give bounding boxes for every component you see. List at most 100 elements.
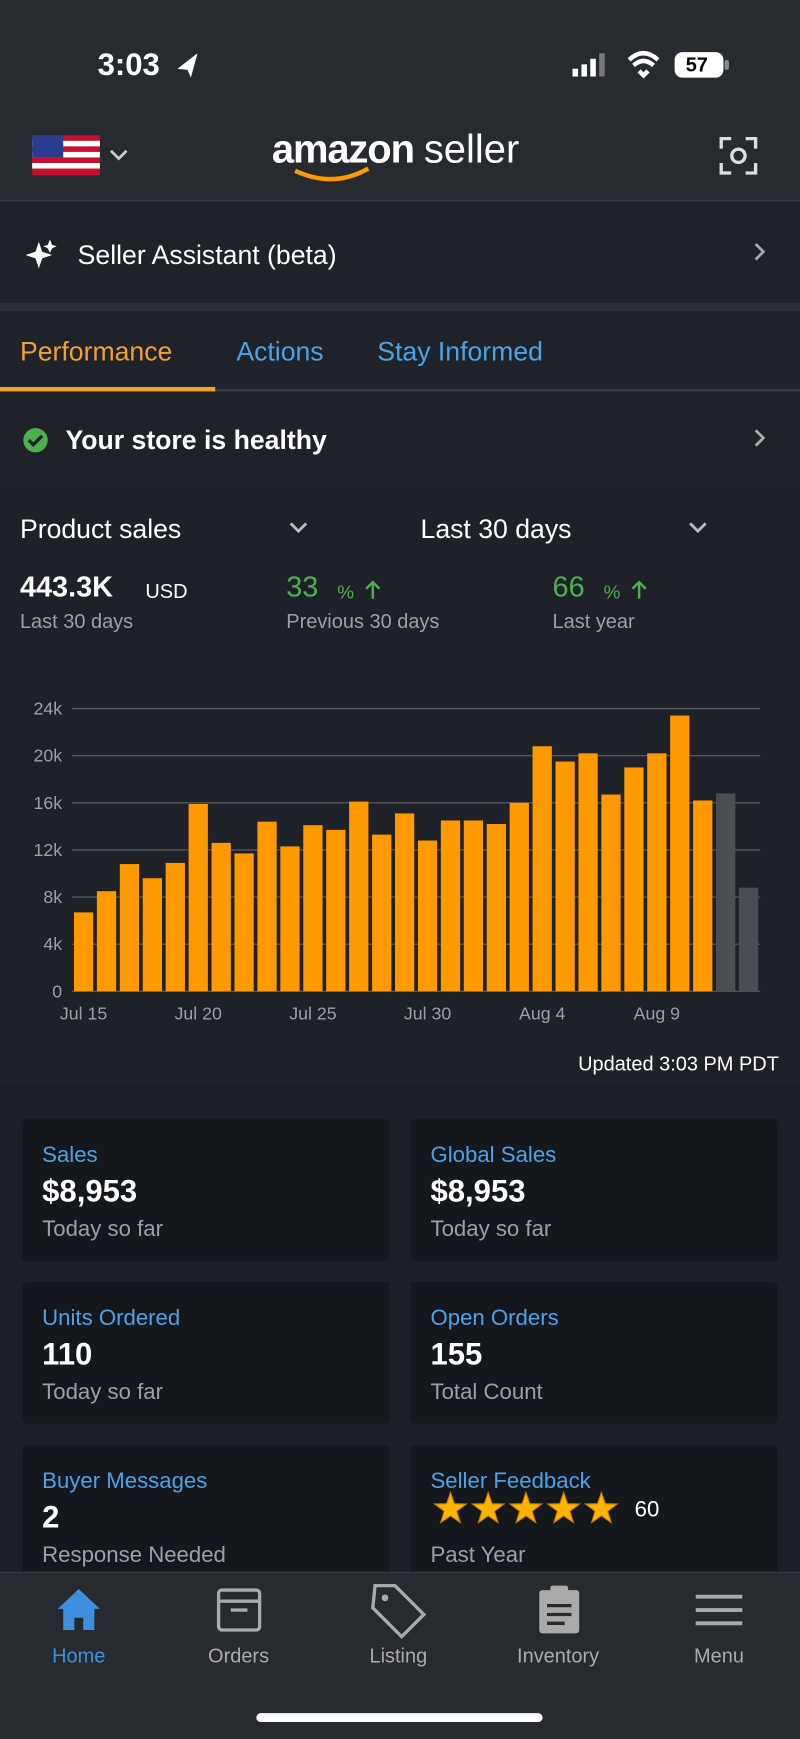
divider (0, 302, 800, 312)
y-tick-label: 20k (34, 746, 63, 766)
nav-label[interactable]: Home (52, 1646, 105, 1668)
card-value: $8,953 (431, 1173, 526, 1208)
card-value: 110 (42, 1336, 92, 1371)
card-title: Seller Feedback (431, 1468, 592, 1493)
home-indicator (256, 1713, 543, 1723)
logo-smile (294, 166, 370, 182)
bar (394, 813, 415, 992)
metric-selector[interactable]: Product sales (20, 514, 181, 544)
menu-icon[interactable] (695, 1594, 743, 1626)
bar (555, 761, 575, 992)
updated-label: Updated 3:03 PM PDT (578, 1053, 779, 1075)
total-value: 443.3K (20, 572, 113, 604)
tab-underline (0, 386, 216, 392)
chevron (754, 242, 766, 261)
cards: Sales $8,953 Today so far Global Sales $8,95… (22, 1118, 778, 1587)
x-tick-label: Jul 15 (60, 1003, 107, 1023)
flag[interactable] (32, 135, 100, 176)
nav-label[interactable]: Inventory (517, 1646, 599, 1668)
chevron (289, 522, 308, 534)
bar (142, 878, 163, 992)
card[interactable] (22, 1118, 390, 1261)
y-tick-label: 4k (43, 934, 62, 954)
wifi-icon (627, 51, 660, 79)
up-arrow (631, 580, 647, 599)
card-caption: Past Year (431, 1542, 527, 1567)
card-caption: Response Needed (42, 1542, 226, 1567)
star (583, 1490, 619, 1524)
nav-label[interactable]: Listing (369, 1646, 427, 1668)
nav-label[interactable]: Menu (694, 1646, 744, 1668)
home-icon[interactable] (57, 1588, 100, 1631)
assistant-label: Seller Assistant (beta) (78, 240, 337, 270)
bar (165, 862, 185, 992)
card-caption: Today so far (431, 1216, 552, 1241)
bar (693, 800, 713, 992)
y-tick-label: 12k (34, 840, 63, 860)
card-value: $8,953 (42, 1173, 137, 1208)
bar (372, 834, 392, 992)
card[interactable] (22, 1281, 390, 1424)
sales-chart: 0 4k 8k 12k 16k 20k 24k Jul 15 Jul 20 Jul 25 Jul 3… (34, 699, 761, 1023)
inventory-icon[interactable] (539, 1585, 580, 1634)
card-title: Open Orders (431, 1305, 559, 1330)
bar (119, 864, 140, 992)
card-title: Buyer Messages (42, 1468, 207, 1493)
card[interactable] (410, 1118, 778, 1261)
bar (601, 794, 621, 992)
logo-seller: seller (424, 128, 519, 172)
bar (326, 829, 346, 992)
tab[interactable]: Stay Informed (377, 337, 543, 367)
tab-active[interactable]: Performance (20, 337, 172, 367)
bar (486, 824, 506, 992)
bar (280, 846, 300, 992)
bar (440, 820, 461, 992)
health-check (27, 434, 44, 447)
change-caption: Last year (553, 611, 635, 633)
bar (417, 840, 438, 992)
bar (211, 842, 231, 992)
star (508, 1490, 544, 1524)
tabs-bg (0, 311, 800, 488)
change-value: 33 (286, 572, 318, 604)
listing-icon[interactable] (371, 1583, 427, 1640)
assistant-row[interactable] (0, 200, 800, 303)
bar (463, 820, 484, 992)
sparkle-icon (25, 239, 57, 269)
chevron (689, 522, 707, 534)
currency: USD (145, 581, 187, 603)
flag-chevron (109, 149, 128, 161)
tab[interactable]: Actions (236, 337, 323, 367)
y-tick-label: 0 (52, 981, 62, 1001)
logo-amazon: amazon (272, 128, 414, 172)
bar (578, 753, 598, 992)
x-tick-label: Aug 9 (634, 1003, 680, 1023)
signal-icon (572, 53, 605, 77)
scan-icon[interactable] (719, 136, 758, 175)
change-caption: Previous 30 days (286, 611, 439, 633)
bar (624, 767, 644, 992)
nav-label[interactable]: Orders (208, 1646, 269, 1668)
bar (96, 891, 117, 992)
battery-icon (674, 52, 724, 78)
card-caption: Total Count (431, 1379, 543, 1404)
period-selector[interactable]: Last 30 days (421, 514, 572, 544)
bar (670, 715, 690, 992)
orders-icon[interactable] (216, 1588, 262, 1632)
card[interactable] (410, 1281, 778, 1424)
chevron (754, 429, 766, 447)
bar (716, 793, 736, 992)
bar (647, 753, 667, 992)
y-tick-label: 8k (43, 887, 62, 907)
card[interactable] (22, 1444, 390, 1587)
change-value: 66 (553, 572, 585, 604)
y-tick-label: 16k (34, 793, 63, 813)
star (546, 1490, 582, 1524)
health-label[interactable]: Your store is healthy (65, 425, 327, 455)
card-caption: Today so far (42, 1216, 163, 1241)
nav-labels: Home Orders Listing Inventory Menu (52, 1646, 744, 1668)
up-arrow (365, 580, 381, 599)
change-unit: % (337, 582, 354, 603)
header-bg (0, 0, 800, 201)
